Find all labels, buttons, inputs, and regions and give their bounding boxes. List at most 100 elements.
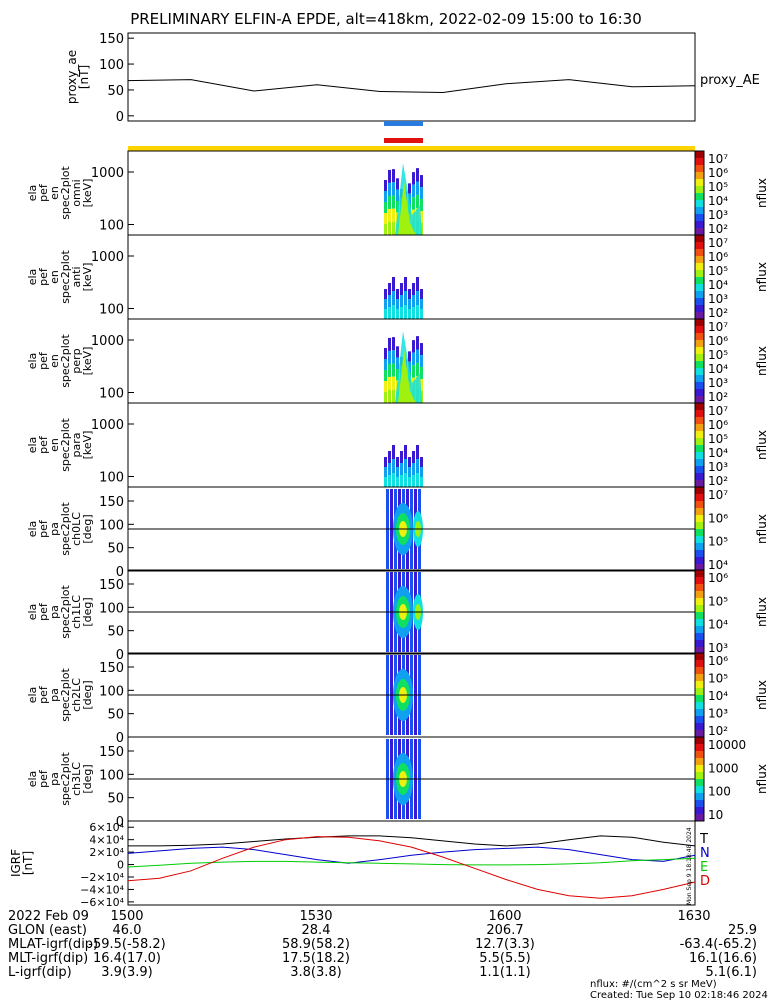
igrf-ytick-4: −2×10⁴ [80,871,124,884]
ephem-label-2: MLT-igrf(dip) [8,951,88,966]
igrf-ytick-3: 0 [117,859,124,872]
ch1LC-cbar-tick-2: 10⁴ [708,618,728,632]
ephem-value-3-2: 1.1(1.1) [479,965,531,980]
ephem-value-2-1: 17.5(18.2) [282,951,350,966]
omni-spectrum-data [384,163,423,235]
omni-cbar-label: nflux [755,178,769,208]
omni-ytick-1000: 1000 [91,166,124,181]
igrf-legend-E: E [700,860,708,875]
ch2LC-ylabel-1: pef [37,685,50,704]
para-ylabel-0: ela [26,437,39,454]
anti-ylabel-2: en [48,270,61,284]
anti-ylabel-5: [keV] [81,263,94,292]
ae-ylabel-0: proxy_ae [65,50,79,104]
para-ytick-1000: 1000 [91,418,124,433]
ch0LC-ylabel-3: spec2plot [59,502,72,556]
perp-ytick-100: 100 [99,387,124,402]
ch3LC-cbar-tick-2: 100 [708,785,731,799]
ephem-value-0-1: 28.4 [302,923,331,938]
perp-ylabel-4: perp [70,348,83,373]
created-note: Created: Tue Sep 10 02:18:46 2024 [590,990,768,1000]
ae-ytick-100: 100 [99,58,124,73]
ch2LC-cbar-label: nflux [755,680,769,710]
igrf-ylabel-1: [nT] [21,851,35,875]
omni-ylabel-3: spec2plot [59,166,72,220]
ephem-value-0-0: 46.0 [113,923,142,938]
ch3LC-ytick-150: 150 [99,745,124,760]
ch1LC-ytick-150: 150 [99,578,124,593]
omni-cbar-tick-5: 10² [708,222,728,236]
ch1LC-ytick-100: 100 [99,601,124,616]
ch2LC-ytick-0: 0 [116,731,124,746]
anti-cbar-tick-1: 10⁶ [708,250,728,264]
ch2LC-ylabel-5: [deg] [81,680,94,709]
ch3LC-cbar-tick-1: 1000 [708,761,739,775]
ch1LC-cbar-tick-0: 10⁶ [708,571,728,585]
ch3LC-ytick-100: 100 [99,768,124,783]
spectrogram-panel-perp: 1001000elapefenspec2plotperp[keV]10⁷10⁶1… [26,318,769,404]
ch2LC-cbar-tick-2: 10⁴ [708,689,728,703]
ch0LC-cbar-tick-0: 10⁷ [708,488,728,502]
ephem-label-0: GLON (east) [8,923,87,938]
ch0LC-cbar-label: nflux [755,514,769,544]
anti-ytick-100: 100 [99,303,124,318]
proxy-ae-series [127,79,696,94]
ch0LC-cbar-tick-1: 10⁶ [708,511,728,525]
plot-title: PRELIMINARY ELFIN-A EPDE, alt=418km, 202… [130,10,642,28]
ch2LC-colorbar: 10⁶ 10⁵ 10⁴ 10³ 10² nflux [694,652,769,738]
ephem-value-3-0: 3.9(3.9) [101,965,153,980]
ephem-value-2-2: 5.5(5.5) [479,951,531,966]
ephem-value-1-0: -59.5(-58.2) [88,937,165,952]
omni-ylabel-2: en [48,186,61,200]
perp-cbar-tick-3: 10⁴ [708,362,728,376]
igrf-ytick-5: −4×10⁴ [80,883,124,896]
igrf-ylabel-0: IGRF [9,849,23,877]
omni-cbar-tick-1: 10⁶ [708,166,728,180]
ch3LC-colorbar: 10000 1000 100 10 nflux [694,736,769,822]
para-cbar-tick-5: 10² [708,474,728,488]
ephem-value-0-3: 25.9 [728,923,757,938]
ch1LC-ytick-50: 50 [107,625,124,640]
ch0LC-ylabel-2: pa [48,522,61,536]
anti-cbar-tick-2: 10⁵ [708,264,728,278]
para-cbar-tick-3: 10⁴ [708,446,728,460]
ch0LC-cbar-tick-2: 10⁵ [708,535,728,549]
ch0LC-ytick-150: 150 [99,495,124,510]
ch2LC-cbar-tick-1: 10⁵ [708,672,728,686]
spectrogram-panel-anti: 1001000elapefenspec2plotanti[keV]10⁷10⁶1… [26,234,769,320]
ch0LC-ylabel-1: pef [37,519,50,538]
omni-cbar-tick-3: 10⁴ [708,194,728,208]
perp-cbar-tick-4: 10³ [708,376,728,390]
spectrogram-panel-para: 1001000elapefenspec2plotpara[keV]10⁷10⁶1… [26,402,769,488]
ch2LC-ytick-150: 150 [99,661,124,676]
ae-ytick-150: 150 [99,32,124,47]
perp-ytick-1000: 1000 [91,334,124,349]
spectrogram-panel-ch1LC: 050100150elapefpaspec2plotch1LC[deg]10⁶1… [26,569,769,663]
igrf-series-E [127,857,696,868]
ch0LC-ytick-100: 100 [99,518,124,533]
ch3LC-ylabel-2: pa [48,772,61,786]
perp-cbar-tick-1: 10⁶ [708,334,728,348]
ephem-value-3-1: 3.8(3.8) [290,965,342,980]
units-note: nflux: #/(cm^2 s sr MeV) [590,979,717,990]
igrf-series-D [127,836,696,899]
perp-ylabel-3: spec2plot [59,334,72,388]
time-tick-1500: 1500 [110,909,143,924]
omni-cbar-tick-4: 10³ [708,208,728,222]
spectrogram-panel-ch2LC: 050100150elapefpaspec2plotch2LC[deg]10⁶1… [26,652,769,746]
ephem-label-1: MLAT-igrf(dip) [8,937,98,952]
omni-cbar-tick-0: 10⁷ [708,152,728,166]
ch3LC-cbar-tick-3: 10 [708,808,723,822]
ch1LC-ylabel-3: spec2plot [59,585,72,639]
ch1LC-cbar-label: nflux [755,597,769,627]
ch1LC-cbar-tick-1: 10⁵ [708,594,728,608]
ch3LC-cbar-label: nflux [755,764,769,794]
perp-cbar-tick-0: 10⁷ [708,320,728,334]
ch0LC-ylabel-0: ela [26,521,39,538]
ch3LC-ylabel-4: ch3LC [70,762,83,796]
ephemeris-table: 2022 Feb 09 1500 1530 1600 1630 GLON (ea… [8,909,757,980]
para-ylabel-1: pef [37,435,50,454]
